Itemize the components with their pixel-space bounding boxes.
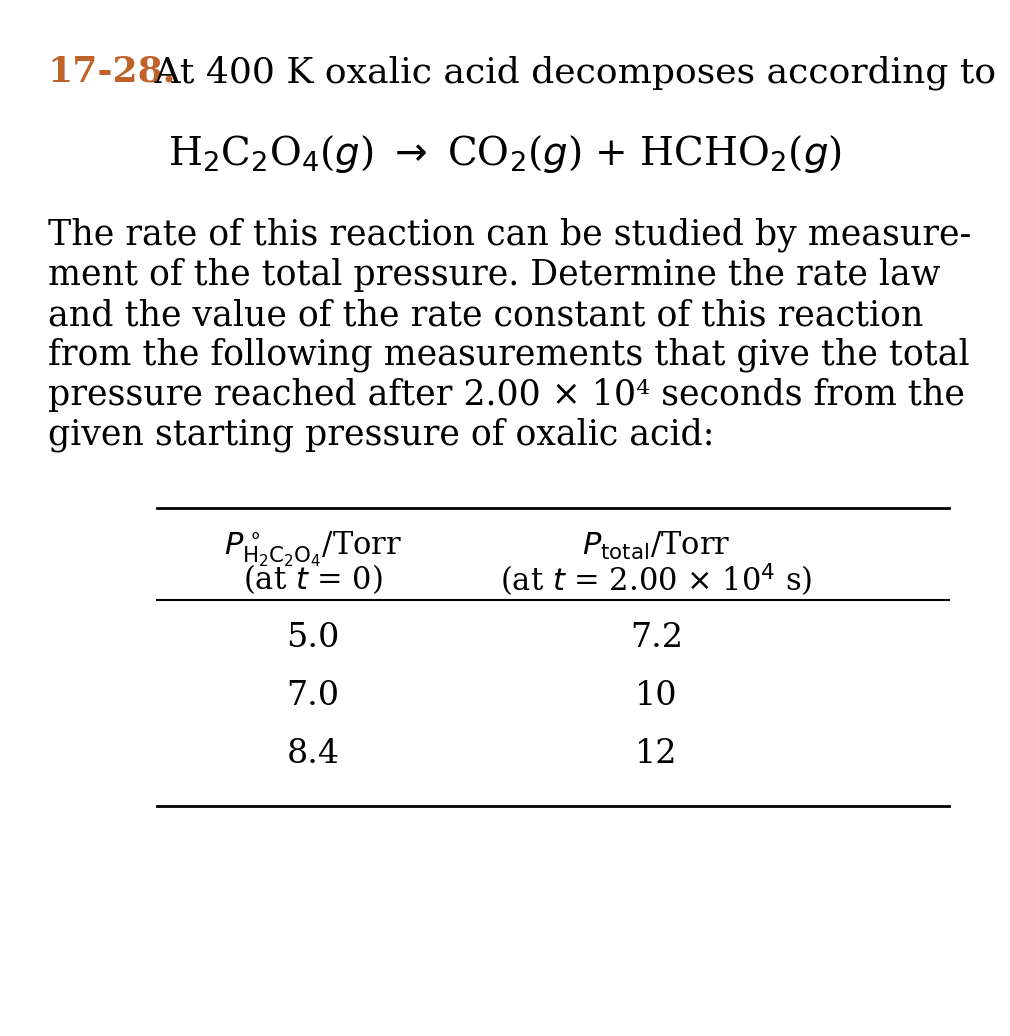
- Text: H$_2$C$_2$O$_4$($g$) $\rightarrow$ CO$_2$($g$) + HCHO$_2$($g$): H$_2$C$_2$O$_4$($g$) $\rightarrow$ CO$_2…: [168, 133, 842, 175]
- Text: (at $t$ = 2.00 $\times$ 10$^4$ s): (at $t$ = 2.00 $\times$ 10$^4$ s): [500, 562, 813, 600]
- Text: $P^\circ_{\mathrm{H_2C_2O_4}}$/Torr: $P^\circ_{\mathrm{H_2C_2O_4}}$/Torr: [224, 530, 402, 569]
- Text: At 400 K oxalic acid decomposes according to: At 400 K oxalic acid decomposes accordin…: [143, 55, 996, 89]
- Text: 7.2: 7.2: [630, 622, 683, 654]
- Text: from the following measurements that give the total: from the following measurements that giv…: [48, 338, 970, 373]
- Text: 8.4: 8.4: [287, 738, 339, 770]
- Text: pressure reached after 2.00 × 10⁴ seconds from the: pressure reached after 2.00 × 10⁴ second…: [48, 378, 965, 412]
- Text: 5.0: 5.0: [287, 622, 339, 654]
- Text: The rate of this reaction can be studied by measure-: The rate of this reaction can be studied…: [48, 218, 972, 253]
- Text: $P_{\mathrm{total}}$/Torr: $P_{\mathrm{total}}$/Torr: [583, 530, 730, 563]
- Text: 7.0: 7.0: [287, 680, 339, 712]
- Text: 10: 10: [635, 680, 678, 712]
- Text: 12: 12: [635, 738, 678, 770]
- Text: ment of the total pressure. Determine the rate law: ment of the total pressure. Determine th…: [48, 258, 940, 292]
- Text: (at $t$ = 0): (at $t$ = 0): [243, 562, 383, 596]
- Text: 17-28.: 17-28.: [48, 55, 177, 89]
- Text: and the value of the rate constant of this reaction: and the value of the rate constant of th…: [48, 298, 923, 332]
- Text: given starting pressure of oxalic acid:: given starting pressure of oxalic acid:: [48, 418, 714, 453]
